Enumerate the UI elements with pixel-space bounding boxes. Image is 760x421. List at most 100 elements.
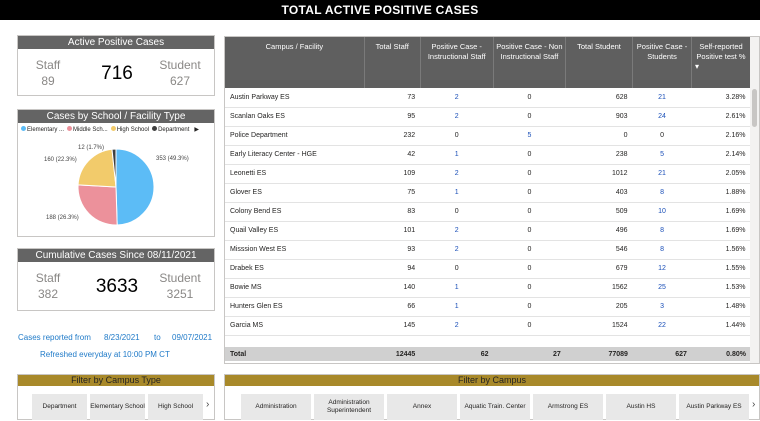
table-row[interactable]: Bowie MS 140 1 0 1562 25 1.53%: [225, 278, 751, 298]
legend-middle[interactable]: Middle Sch...: [67, 125, 108, 133]
cases-table[interactable]: Campus / Facility Total Staff Positive C…: [224, 36, 760, 364]
table-row[interactable]: Leonetti ES 109 2 0 1012 21 2.05%: [225, 164, 751, 184]
total-positive-students: 627: [632, 347, 692, 361]
table-scrollbar[interactable]: [750, 37, 759, 363]
filter-campus-type: Filter by Campus Type Department Element…: [17, 374, 215, 420]
table-total-bar: Total 12445 62 27 77089 627 0.80%: [225, 347, 751, 361]
cell-campus: Bowie MS: [225, 278, 365, 298]
chip-austin-parkway-es[interactable]: Austin Parkway ES: [679, 394, 749, 420]
total-label: Total: [225, 347, 365, 361]
total-row: Total 12445 62 27 77089 627 0.80%: [225, 347, 751, 361]
col-self-reported-pct[interactable]: Self-reported Positive test % ▾: [691, 37, 751, 88]
cell-total-student: 628: [565, 88, 633, 108]
cell-instructional: 1: [420, 297, 494, 317]
cell-positive-students: 21: [632, 164, 692, 184]
filter-type-next-arrow[interactable]: ›: [206, 399, 210, 410]
pie-slice-middle[interactable]: [77, 184, 118, 226]
col-positive-students[interactable]: Positive Case - Students: [632, 37, 692, 88]
cumulative-staff-value: 382: [37, 287, 59, 301]
cell-total-student: 496: [565, 221, 633, 241]
cell-pct: 1.53%: [691, 278, 751, 298]
cell-total-staff: 66: [364, 297, 421, 317]
cell-instructional: 2: [420, 88, 494, 108]
total-instructional: 62: [420, 347, 494, 361]
chip-armstrong-es[interactable]: Armstrong ES: [533, 394, 603, 420]
cell-positive-students: 8: [632, 240, 692, 260]
cell-pct: 1.69%: [691, 221, 751, 241]
cell-non-instructional: 0: [493, 164, 566, 184]
cell-positive-students: 22: [632, 316, 692, 336]
cell-total-student: 509: [565, 202, 633, 222]
cell-total-staff: 94: [364, 259, 421, 279]
student-label: Student: [159, 58, 201, 72]
cell-instructional: 2: [420, 164, 494, 184]
cell-positive-students: 25: [632, 278, 692, 298]
table-row[interactable]: Drabek ES 94 0 0 679 12 1.55%: [225, 259, 751, 279]
chip-high-school[interactable]: High School: [148, 394, 203, 420]
cell-instructional: 0: [420, 126, 494, 146]
cell-instructional: 1: [420, 183, 494, 203]
cell-instructional: 1: [420, 278, 494, 298]
table-row[interactable]: Early Literacy Center - HGE 42 1 0 238 5 2.14%: [225, 145, 751, 165]
sort-desc-icon[interactable]: ▾: [695, 62, 700, 71]
col-total-student[interactable]: Total Student: [565, 37, 634, 88]
cell-campus: Glover ES: [225, 183, 365, 203]
cell-total-staff: 75: [364, 183, 421, 203]
cell-total-student: 238: [565, 145, 633, 165]
table-row[interactable]: Quail Valley ES 101 2 0 496 8 1.69%: [225, 221, 751, 241]
legend-department[interactable]: Department: [152, 125, 190, 133]
filter-campus-next-arrow[interactable]: ›: [752, 399, 756, 410]
pie-label-high: 160 (22.3%): [44, 157, 77, 163]
cell-non-instructional: 0: [493, 221, 566, 241]
cell-instructional: 2: [420, 316, 494, 336]
pie-legend[interactable]: Elementary ... Middle Sch... High School…: [18, 123, 214, 135]
table-row[interactable]: Glover ES 75 1 0 403 8 1.88%: [225, 183, 751, 203]
chip-administration[interactable]: Administration: [241, 394, 311, 420]
legend-department-label: Department: [158, 126, 190, 133]
legend-high-dot: [110, 125, 116, 131]
legend-elementary-dot: [21, 125, 26, 131]
chip-administration-superintendent[interactable]: Administration Superintendent: [314, 394, 384, 420]
cell-total-staff: 95: [364, 107, 421, 127]
table-row[interactable]: Hunters Glen ES 66 1 0 205 3 1.48%: [225, 297, 751, 317]
legend-high[interactable]: High School: [110, 125, 150, 133]
cell-positive-students: 24: [632, 107, 692, 127]
col-total-staff[interactable]: Total Staff: [364, 37, 421, 88]
pie-slice-elementary[interactable]: [115, 148, 155, 226]
table-row[interactable]: Colony Bend ES 83 0 0 509 10 1.69%: [225, 202, 751, 222]
table-row[interactable]: Misssion West ES 93 2 0 546 8 1.56%: [225, 240, 751, 260]
table-row[interactable]: Police Department 232 0 5 0 0 2.16%: [225, 126, 751, 146]
chip-austin-hs[interactable]: Austin HS: [606, 394, 676, 420]
col-self-reported-pct-label: Self-reported Positive test %: [696, 42, 746, 61]
cell-campus: Drabek ES: [225, 259, 365, 279]
cell-instructional: 0: [420, 259, 494, 279]
legend-elementary[interactable]: Elementary ...: [21, 125, 64, 133]
chip-aquatic-train-center[interactable]: Aquatic Train. Center: [460, 394, 530, 420]
cell-total-student: 1012: [565, 164, 633, 184]
col-instructional-staff[interactable]: Positive Case - Instructional Staff: [420, 37, 494, 88]
legend-next-arrow[interactable]: ▶: [194, 126, 200, 133]
staff-value: 89: [41, 74, 55, 88]
table-scrollbar-thumb[interactable]: [752, 89, 757, 127]
table-row[interactable]: Austin Parkway ES 73 2 0 628 21 3.28%: [225, 88, 751, 108]
cell-campus: Scanlan Oaks ES: [225, 107, 365, 127]
legend-high-label: High School: [116, 126, 150, 133]
cell-total-student: 546: [565, 240, 633, 260]
active-cases-card: Active Positive Cases Staff 89 716 Stude…: [17, 35, 215, 96]
table-row[interactable]: Scanlan Oaks ES 95 2 0 903 24 2.61%: [225, 107, 751, 127]
pie-label-department: 12 (1.7%): [78, 145, 105, 151]
pie-label-elementary: 353 (49.3%): [156, 156, 189, 162]
cell-pct: 1.48%: [691, 297, 751, 317]
filter-campus-type-title: Filter by Campus Type: [18, 375, 214, 386]
chip-annex[interactable]: Annex: [387, 394, 457, 420]
col-campus[interactable]: Campus / Facility: [225, 37, 365, 88]
cases-by-type-card: Cases by School / Facility Type Elementa…: [17, 109, 215, 237]
cumulative-cases-card: Cumulative Cases Since 08/11/2021 Staff …: [17, 248, 215, 311]
cell-total-student: 0: [565, 126, 633, 146]
chip-department[interactable]: Department: [32, 394, 87, 420]
pie-slice-high[interactable]: [77, 148, 117, 188]
table-row[interactable]: Garcia MS 145 2 0 1524 22 1.44%: [225, 316, 751, 336]
pie-slice-department[interactable]: [111, 148, 117, 188]
col-non-instructional-staff[interactable]: Positive Case - Non Instructional Staff: [493, 37, 566, 88]
chip-elementary-school[interactable]: Elementary School: [90, 394, 145, 420]
